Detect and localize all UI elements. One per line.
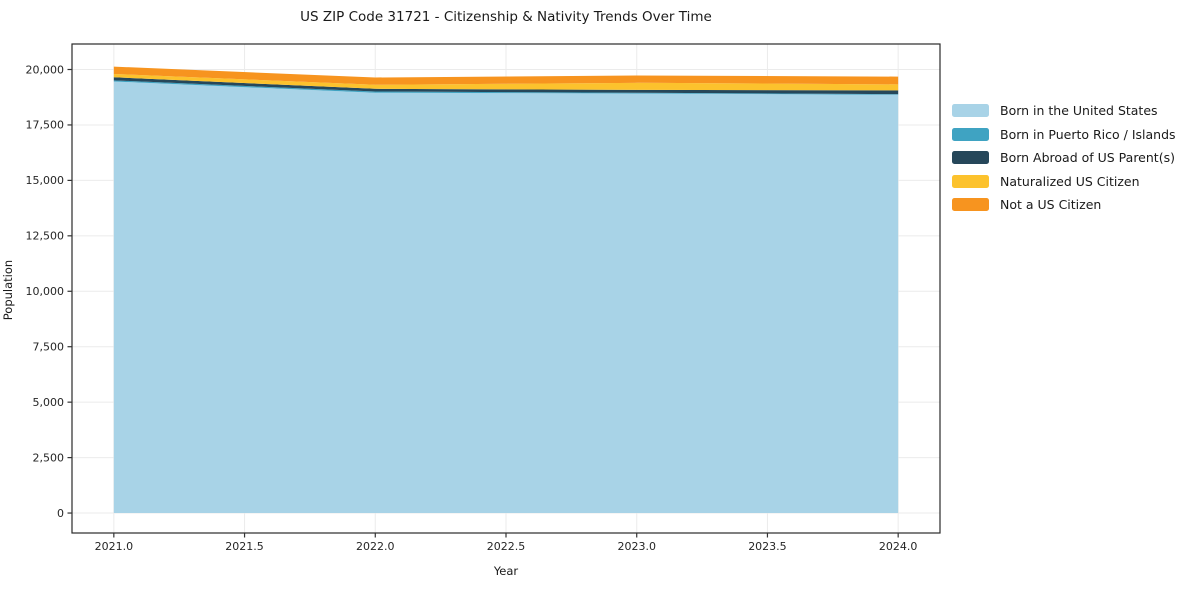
x-tick-label: 2023.0 — [617, 540, 656, 553]
legend-swatch-icon — [952, 174, 989, 188]
x-tick-label: 2022.5 — [487, 540, 526, 553]
legend-swatch-icon — [952, 151, 989, 165]
area-series — [113, 73, 899, 91]
y-tick-label: 5,000 — [33, 396, 65, 409]
legend-swatch-icon — [952, 104, 989, 118]
legend: Born in the United States Born in Puerto… — [952, 104, 1176, 212]
y-tick-label: 7,500 — [33, 341, 65, 354]
legend-item: Not a US Citizen — [952, 198, 1176, 212]
area-series — [113, 66, 899, 85]
y-tick-label: 12,500 — [26, 230, 65, 243]
legend-label: Not a US Citizen — [1000, 197, 1102, 212]
chart-title: US ZIP Code 31721 - Citizenship & Nativi… — [300, 9, 712, 25]
y-tick-label: 17,500 — [26, 119, 65, 132]
y-axis-label: Population — [1, 259, 15, 321]
legend-label: Naturalized US Citizen — [1000, 173, 1140, 189]
y-tick-label: 10,000 — [26, 285, 65, 298]
area-series — [113, 77, 899, 95]
x-tick-label: 2021.0 — [95, 540, 134, 553]
legend-label: Born in Puerto Rico / Islands — [1000, 126, 1176, 142]
y-tick-label: 2,500 — [33, 451, 65, 464]
legend-swatch-icon — [952, 127, 989, 141]
legend-item: Naturalized US Citizen — [952, 173, 1176, 189]
y-tick-label: 0 — [57, 507, 64, 520]
x-tick-label: 2022.0 — [356, 540, 395, 553]
legend-label: Born in the United States — [1000, 103, 1158, 118]
y-tick-label: 15,000 — [26, 174, 65, 187]
legend-item: Born in the United States — [952, 104, 1176, 118]
x-tick-label: 2021.5 — [225, 540, 264, 553]
legend-label: Born Abroad of US Parent(s) — [1000, 150, 1175, 165]
legend-swatch-icon — [952, 198, 989, 212]
x-tick-label: 2023.5 — [748, 540, 787, 553]
area-series — [113, 80, 899, 95]
area-series — [113, 81, 899, 514]
legend-item: Born Abroad of US Parent(s) — [952, 151, 1176, 165]
y-tick-label: 20,000 — [26, 63, 65, 76]
x-axis-label: Year — [493, 564, 519, 578]
legend-item: Born in Puerto Rico / Islands — [952, 126, 1176, 142]
x-tick-label: 2024.0 — [879, 540, 918, 553]
